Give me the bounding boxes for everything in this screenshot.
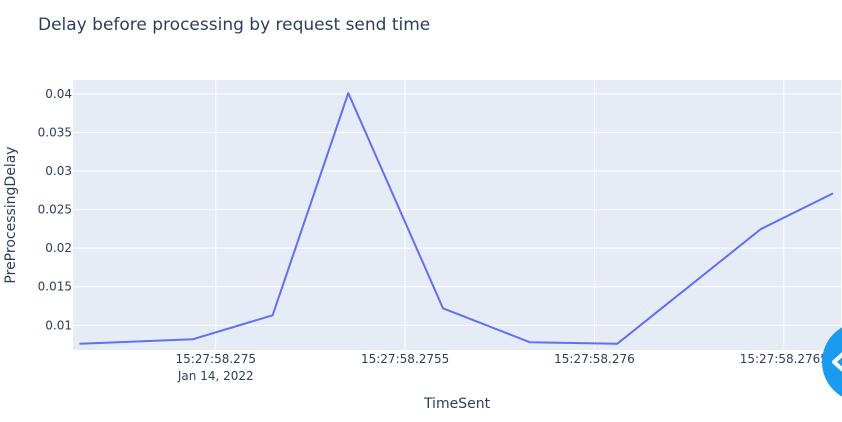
plot-area: [73, 80, 841, 350]
chart-title: Delay before processing by request send …: [38, 15, 430, 35]
y-axis: 0.01 0.015 0.02 0.025 0.03 0.035 0.04: [38, 87, 72, 332]
y-axis-title: PreProcessingDelay: [3, 146, 19, 283]
x-tick-label: 15:27:58.275: [175, 352, 256, 366]
y-tick-label: 0.02: [45, 241, 72, 255]
x-axis: 15:27:58.275 Jan 14, 2022 15:27:58.2755 15:…: [175, 352, 827, 383]
y-tick-label: 0.03: [45, 164, 72, 178]
y-tick-label: 0.035: [38, 125, 72, 139]
chevron-left-icon: [832, 352, 842, 372]
fab-button[interactable]: [822, 322, 842, 402]
x-tick-label: 15:27:58.2755: [361, 352, 449, 366]
y-tick-label: 0.015: [38, 280, 72, 294]
series-line-group: [79, 92, 834, 345]
y-tick-label: 0.025: [38, 203, 72, 217]
x-axis-title: TimeSent: [423, 396, 491, 412]
grid: [73, 80, 841, 350]
x-tick-sublabel: Jan 14, 2022: [177, 369, 254, 383]
x-tick-label: 15:27:58.276: [554, 352, 635, 366]
x-tick-label: 15:27:58.2765: [740, 352, 828, 366]
y-tick-label: 0.01: [45, 318, 72, 332]
y-tick-label: 0.04: [45, 87, 72, 101]
